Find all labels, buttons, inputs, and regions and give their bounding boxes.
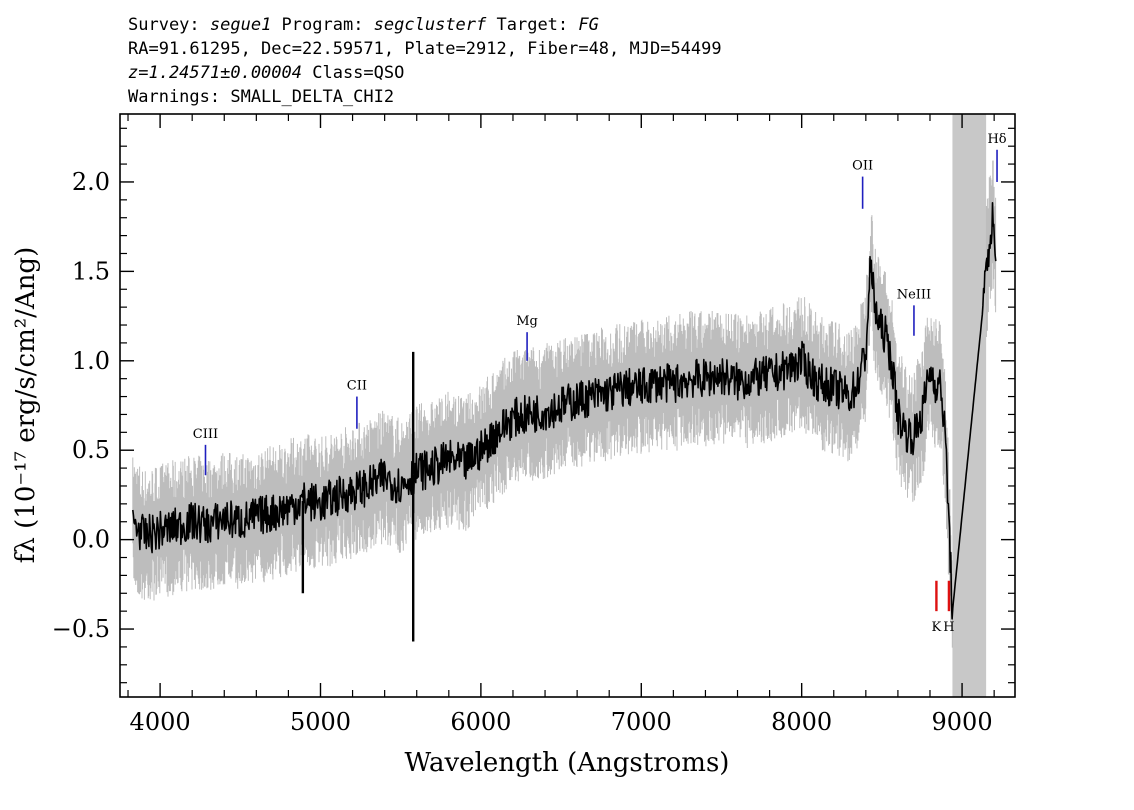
- target-value: FG: [578, 15, 598, 35]
- y-axis-title: fλ (10⁻¹⁷ erg/s/cm²/Ang): [11, 247, 41, 563]
- line-label-h-: Hδ: [987, 132, 1006, 147]
- line-label-oii: OII: [852, 159, 873, 174]
- line-label-neiii: NeIII: [897, 287, 931, 302]
- line-label-k: K: [932, 620, 942, 635]
- program-value: segclusterf: [374, 15, 487, 35]
- program-label: Program:: [271, 15, 373, 35]
- y-tick-label: −0.5: [52, 615, 110, 643]
- line-label-cii: CII: [347, 379, 367, 394]
- flux-path: [132, 202, 997, 620]
- x-tick-label: 7000: [611, 708, 672, 736]
- y-tick-label: 2.0: [72, 168, 110, 196]
- target-label: Target:: [486, 15, 578, 35]
- x-tick-label: 9000: [932, 708, 993, 736]
- y-tick-label: 0.5: [72, 436, 110, 464]
- line-label-h: H: [943, 620, 954, 635]
- flux-series: [132, 202, 997, 642]
- class-value: Class=QSO: [302, 63, 404, 83]
- axis-ticks: 4000 5000 6000 7000 8000 9000 −0.5 0.0 0.5 1.0 1.5…: [52, 114, 1015, 736]
- line-markers: CIII CII Mg OII NeIII Hδ K H: [193, 132, 1007, 635]
- line-label-ciii: CIII: [193, 427, 218, 442]
- line-label-mg: Mg: [516, 314, 538, 329]
- survey-value: segue1: [210, 15, 271, 35]
- redshift-value: z=1.24571±0.00004: [128, 63, 302, 83]
- header-line-2: RA=91.61295, Dec=22.59571, Plate=2912, F…: [128, 39, 722, 59]
- x-axis-title: Wavelength (Angstroms): [405, 748, 730, 778]
- x-tick-label: 8000: [771, 708, 832, 736]
- x-tick-label: 6000: [450, 708, 511, 736]
- y-tick-label: 1.0: [72, 347, 110, 375]
- x-tick-label: 5000: [290, 708, 351, 736]
- y-tick-label: 1.5: [72, 257, 110, 285]
- header-line-4: Warnings: SMALL_DELTA_CHI2: [128, 87, 394, 107]
- header-line-3: z=1.24571±0.00004 Class=QSO: [128, 63, 404, 83]
- survey-label: Survey:: [128, 15, 210, 35]
- y-tick-label: 0.0: [72, 526, 110, 554]
- plot-frame: [119, 113, 1016, 698]
- x-tick-label: 4000: [130, 708, 191, 736]
- header-line-1: Survey: segue1 Program: segclusterf Targ…: [128, 15, 599, 35]
- masked-region: [952, 114, 987, 697]
